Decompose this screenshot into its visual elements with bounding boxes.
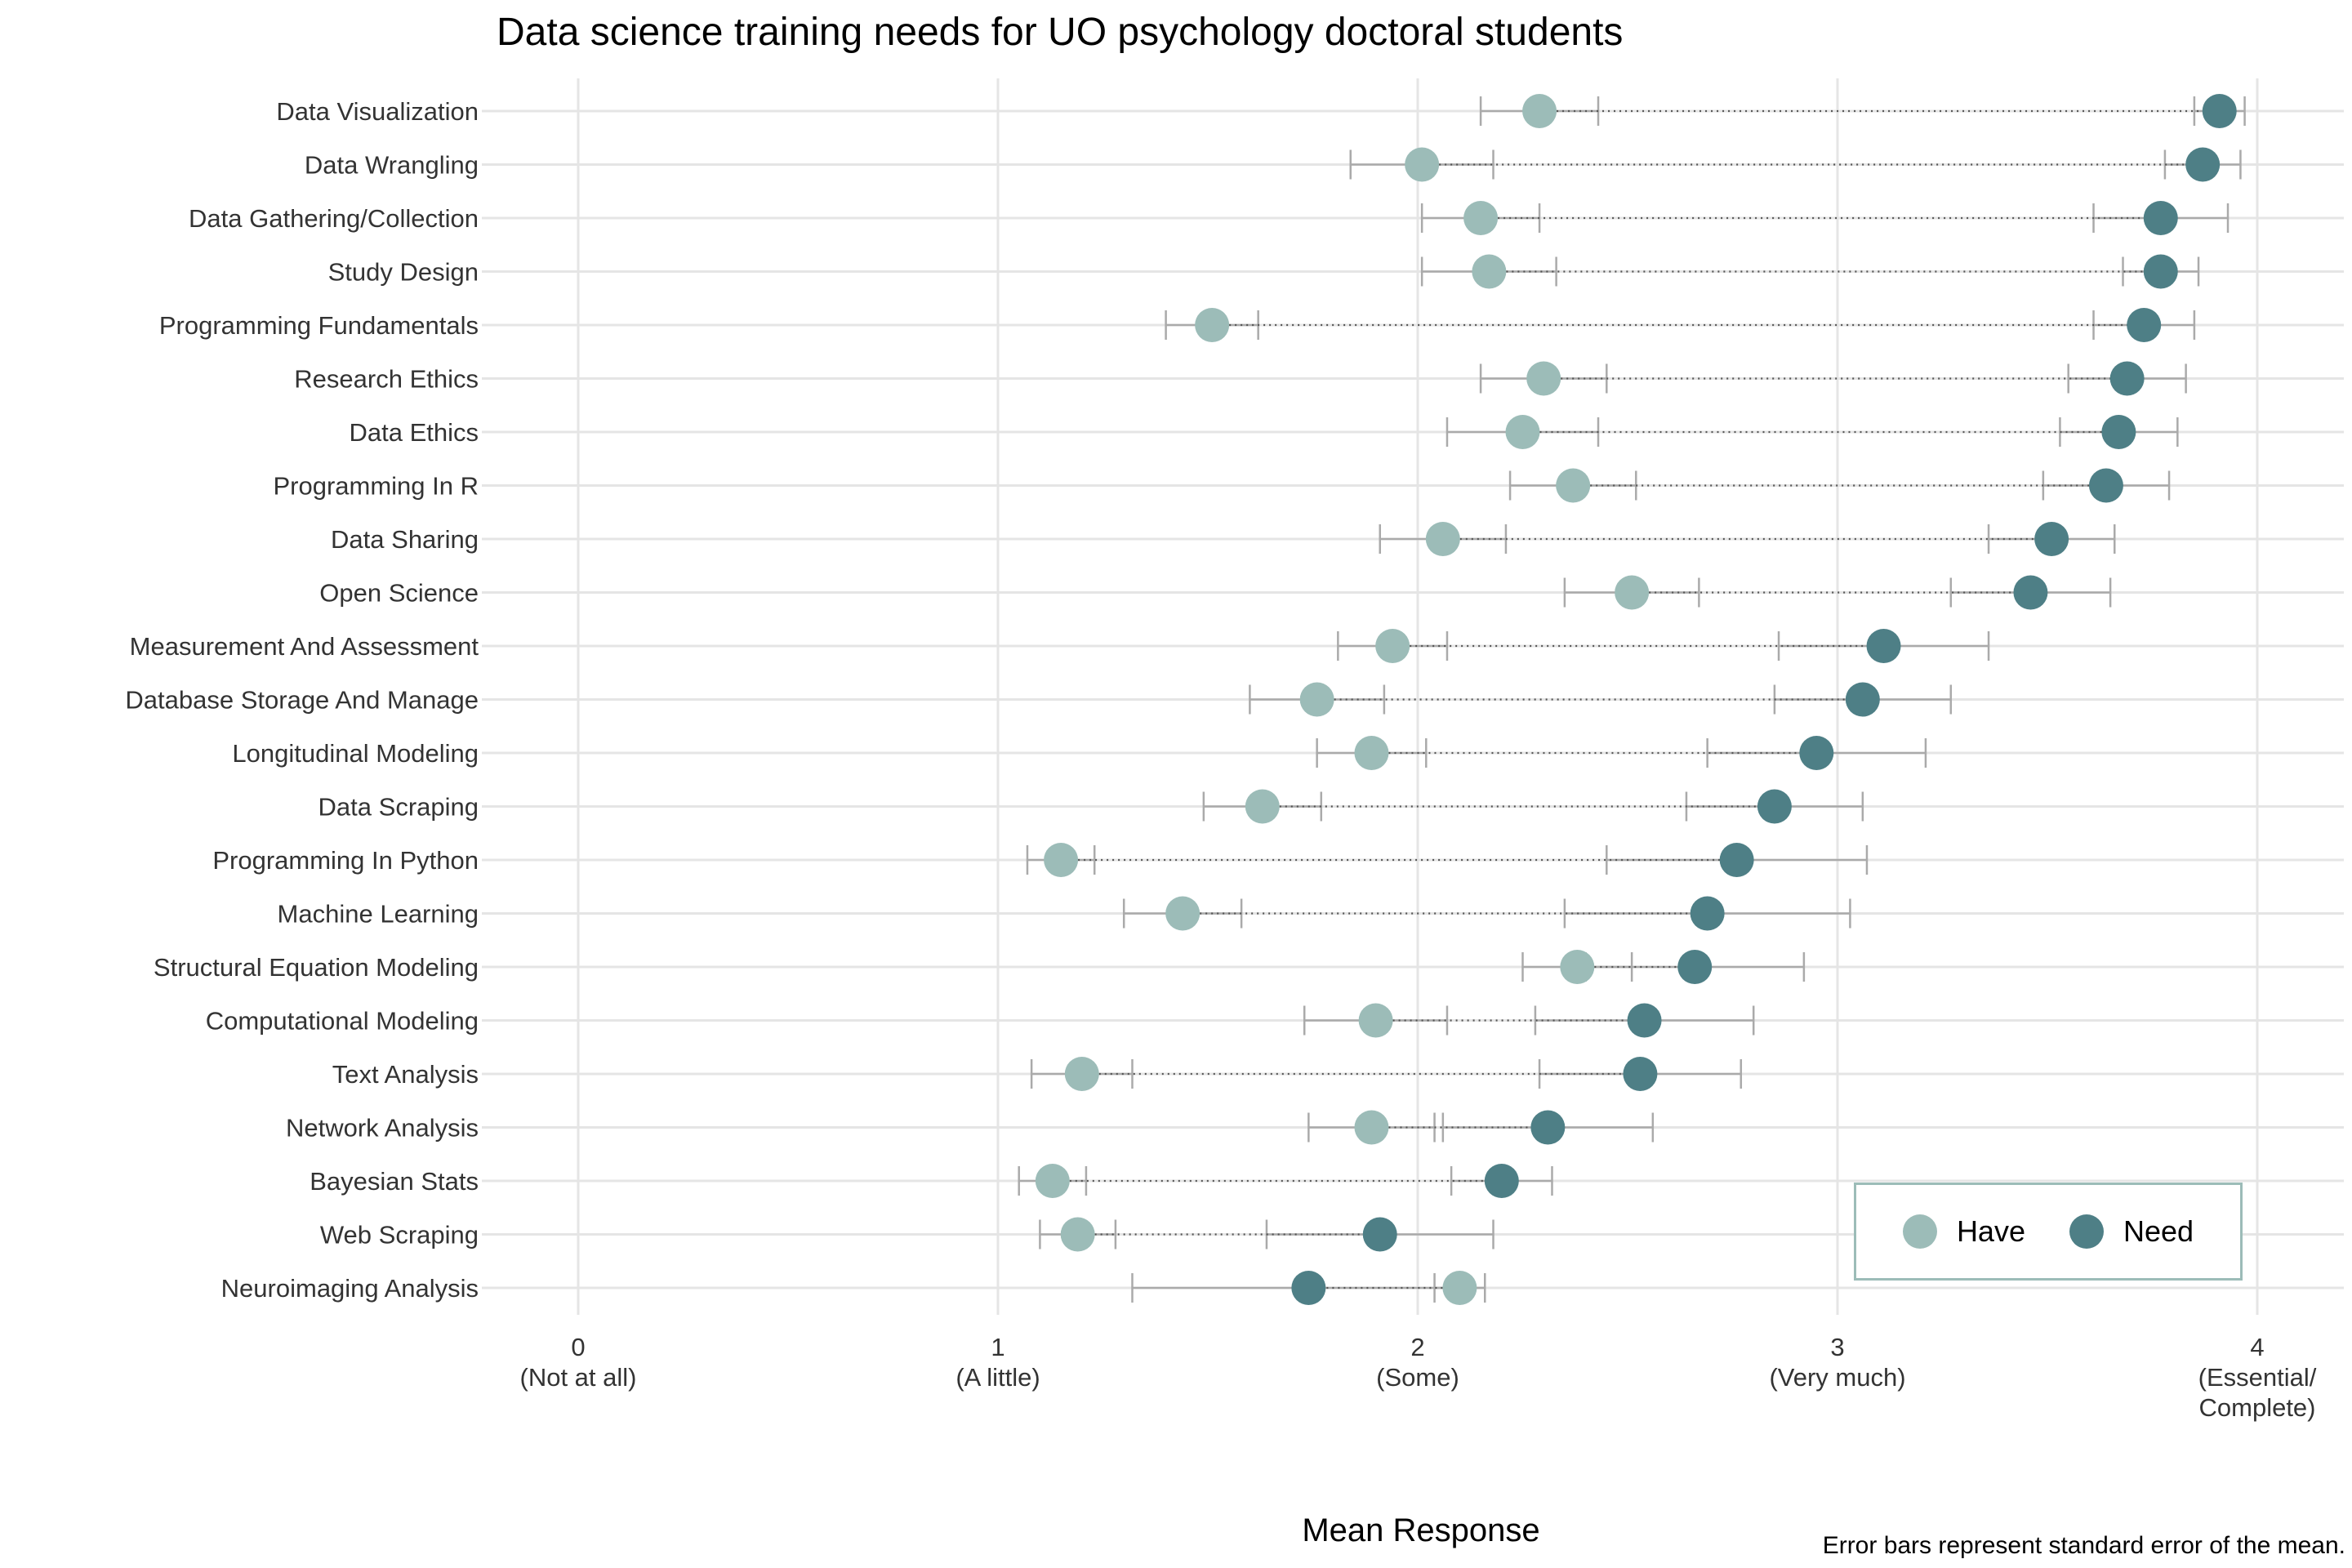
have-point xyxy=(1358,1003,1393,1038)
y-tick-label: Database Storage And Manage xyxy=(125,686,479,715)
have-point xyxy=(1442,1271,1477,1305)
need-point xyxy=(2185,147,2221,182)
need-point xyxy=(2127,308,2162,342)
y-tick-label: Programming In Python xyxy=(212,846,479,875)
chart-caption: Error bars represent standard error of t… xyxy=(1822,1532,2345,1559)
have-point xyxy=(1165,896,1200,931)
y-tick-label: Research Ethics xyxy=(294,365,479,394)
y-tick-label: Text Analysis xyxy=(332,1060,479,1089)
need-point xyxy=(1627,1003,1662,1038)
x-tick-label: 3 (Very much) xyxy=(1769,1333,1905,1392)
y-tick-label: Longitudinal Modeling xyxy=(232,739,479,768)
y-tick-label: Data Visualization xyxy=(276,97,479,126)
x-tick-label: 1 (A little) xyxy=(956,1333,1040,1392)
have-point xyxy=(1354,1110,1389,1145)
legend-label-have: Have xyxy=(1956,1214,2025,1248)
legend: Have Need xyxy=(1854,1183,2243,1281)
y-tick-label: Data Gathering/Collection xyxy=(189,204,479,233)
have-point xyxy=(1245,789,1280,824)
need-point xyxy=(1866,629,1901,663)
y-tick-label: Neuroimaging Analysis xyxy=(221,1274,479,1303)
y-tick-label: Structural Equation Modeling xyxy=(154,953,479,982)
have-point xyxy=(1060,1217,1095,1252)
x-tick-label: 4 (Essential/Complete) xyxy=(2198,1333,2317,1422)
legend-key-need xyxy=(2069,1214,2104,1249)
need-point xyxy=(2088,468,2123,503)
have-point xyxy=(1615,575,1650,610)
have-point xyxy=(1044,843,1079,877)
have-point xyxy=(1035,1164,1070,1198)
have-point xyxy=(1405,147,1440,182)
y-tick-label: Programming Fundamentals xyxy=(159,311,479,340)
y-tick-label: Study Design xyxy=(328,258,479,287)
y-tick-label: Web Scraping xyxy=(320,1221,479,1250)
need-point xyxy=(1757,789,1792,824)
need-point xyxy=(2109,361,2145,396)
y-tick-label: Machine Learning xyxy=(278,900,479,929)
have-point xyxy=(1064,1057,1099,1091)
y-tick-label: Bayesian Stats xyxy=(310,1167,479,1196)
y-tick-label: Data Scraping xyxy=(318,793,479,822)
have-point xyxy=(1526,361,1561,396)
have-point xyxy=(1425,522,1460,556)
need-point xyxy=(2143,254,2178,289)
legend-label-need: Need xyxy=(2123,1214,2194,1248)
have-point xyxy=(1472,254,1507,289)
need-point xyxy=(1362,1217,1397,1252)
need-point xyxy=(2143,201,2178,235)
y-tick-label: Data Ethics xyxy=(349,418,479,447)
x-tick-labels: 0 (Not at all) 1 (A little) 2 (Some) 3 (Very mu… xyxy=(520,1333,2317,1422)
have-point xyxy=(1375,629,1410,663)
need-point xyxy=(2034,522,2069,556)
need-point xyxy=(1530,1110,1566,1145)
y-tick-label: Programming In R xyxy=(273,472,479,501)
have-point xyxy=(1354,736,1389,770)
chart-title: Data science training needs for UO psych… xyxy=(497,11,1624,54)
need-point xyxy=(1677,950,1713,984)
need-point xyxy=(1719,843,1754,877)
have-point xyxy=(1505,415,1540,449)
y-tick-label: Computational Modeling xyxy=(206,1007,479,1036)
x-tick-label: 2 (Some) xyxy=(1376,1333,1459,1392)
have-point xyxy=(1560,950,1595,984)
need-point xyxy=(2202,94,2237,128)
legend-item-have: Have xyxy=(1902,1214,2025,1249)
y-tick-label: Open Science xyxy=(319,579,479,608)
need-point xyxy=(1799,736,1834,770)
legend-key-have xyxy=(1902,1214,1937,1249)
y-tick-label: Data Wrangling xyxy=(305,151,479,180)
need-point xyxy=(1623,1057,1658,1091)
have-point xyxy=(1522,94,1557,128)
y-tick-label: Network Analysis xyxy=(286,1114,479,1143)
connector-lines xyxy=(1052,109,2220,1290)
x-tick-label: 0 (Not at all) xyxy=(520,1333,637,1392)
have-point xyxy=(1195,308,1230,342)
grid-lines xyxy=(482,78,2344,1315)
need-point xyxy=(1484,1164,1519,1198)
data-points xyxy=(1035,94,2237,1305)
legend-item-need: Need xyxy=(2069,1214,2194,1249)
need-point xyxy=(2101,415,2136,449)
y-tick-labels: Data Visualization Data Wrangling Data Gat… xyxy=(125,97,479,1303)
have-point xyxy=(1299,682,1334,717)
have-point xyxy=(1556,468,1591,503)
y-tick-label: Measurement And Assessment xyxy=(130,632,479,661)
need-point xyxy=(1690,896,1725,931)
need-point xyxy=(1845,682,1880,717)
need-point xyxy=(2013,575,2048,610)
y-tick-label: Data Sharing xyxy=(331,525,479,554)
need-point xyxy=(1291,1271,1326,1305)
have-point xyxy=(1463,201,1499,235)
